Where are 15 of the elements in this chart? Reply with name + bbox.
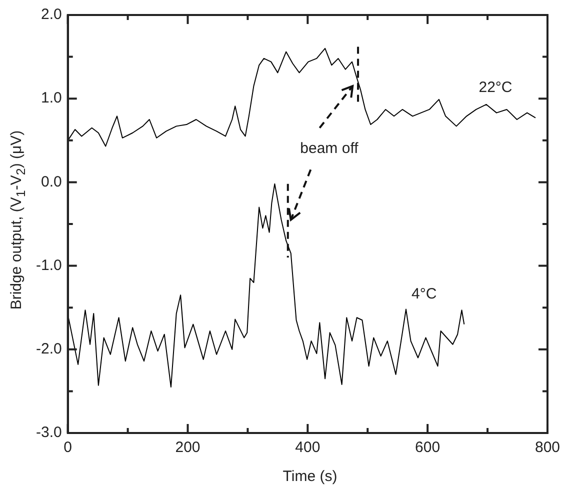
- x-tick-label: 600: [415, 439, 440, 456]
- y-tick-label: 0.0: [40, 173, 62, 190]
- series-label: 22°C: [478, 78, 512, 96]
- y-tick-label: 2.0: [40, 6, 62, 24]
- y-tick-label: -2.0: [36, 340, 62, 358]
- y-tick-label: -3.0: [36, 424, 62, 442]
- annotation: beam off: [300, 140, 360, 157]
- y-tick-label: -1.0: [36, 256, 62, 274]
- x-axis-title: Time (s): [282, 468, 338, 485]
- x-tick-label: 0: [64, 439, 72, 456]
- x-tick-label: 200: [175, 439, 200, 456]
- y-tick-label: 1.0: [40, 90, 62, 107]
- x-tick-label: 400: [295, 439, 320, 456]
- x-tick-label: 800: [534, 439, 560, 456]
- series-label: 4°C: [412, 285, 437, 302]
